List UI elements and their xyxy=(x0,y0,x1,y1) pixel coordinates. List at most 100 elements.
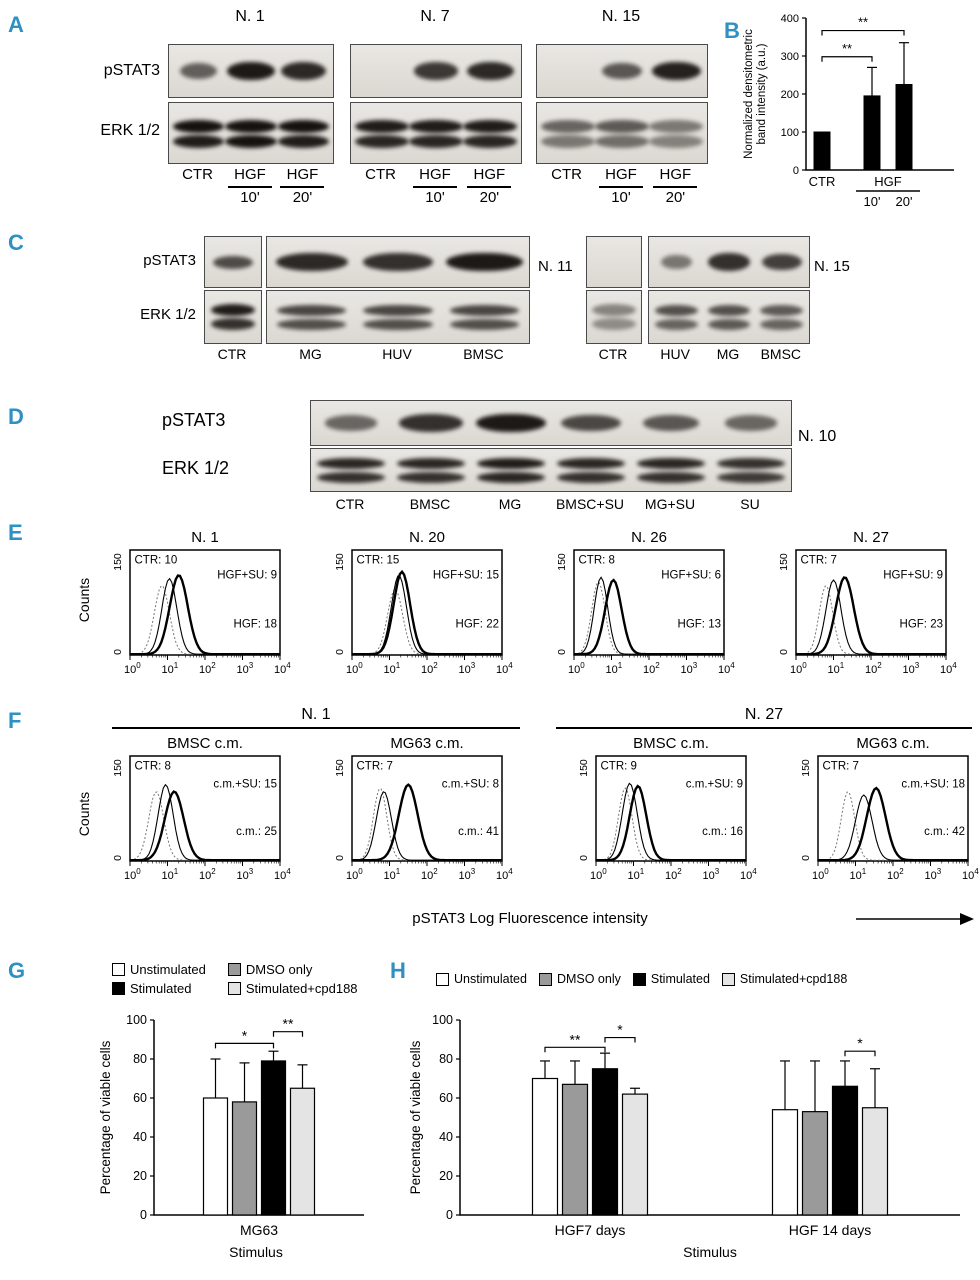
y-tick-label: 0 xyxy=(334,649,346,655)
x-tick-label: 104 xyxy=(718,661,735,676)
x-tick-label: 101 xyxy=(162,867,179,882)
x-tick-label: 100 xyxy=(346,867,363,882)
x-tick-label: 103 xyxy=(903,661,920,676)
legend-label: Stimulated+cpd188 xyxy=(739,972,848,986)
bar xyxy=(863,95,881,171)
blot-band xyxy=(449,318,520,330)
legend-item: DMSO only xyxy=(227,962,358,977)
blot-band xyxy=(354,119,409,133)
blot-band xyxy=(210,318,256,330)
y-tick-label: 100 xyxy=(126,1013,147,1027)
curve-HGF xyxy=(796,576,946,656)
x-tick-label: 20' xyxy=(896,194,913,209)
blot-band xyxy=(277,119,330,133)
plot-box xyxy=(129,755,281,862)
annotation: c.m.: 41 xyxy=(458,826,499,838)
blot-band xyxy=(595,134,649,148)
sig-bracket xyxy=(821,56,873,62)
legend-swatch xyxy=(227,982,241,995)
histogram-title: N. 20 xyxy=(409,529,445,546)
y-tick-label: 0 xyxy=(556,649,568,655)
category-label: HGF 14 days xyxy=(789,1222,871,1238)
panel-label-G: G xyxy=(8,958,26,983)
y-tick-label: 0 xyxy=(140,1208,147,1222)
legend-label: Stimulated+cpd188 xyxy=(245,981,358,996)
blot-band xyxy=(276,318,347,330)
blot-band xyxy=(557,471,625,483)
x-tick-label: 104 xyxy=(962,867,979,882)
x-tick-label: 104 xyxy=(940,661,957,676)
blot-band xyxy=(561,414,621,432)
blot-group-title: N. 1 xyxy=(235,8,265,25)
blot-band xyxy=(707,318,751,330)
x-tick-label: 102 xyxy=(643,661,660,676)
lane-label: BMSC xyxy=(409,496,451,512)
x-tick-label: 100 xyxy=(790,661,807,676)
lane-label: MG xyxy=(299,346,322,362)
blot-row-label: ERK 1/2 xyxy=(162,458,230,478)
legend-swatch xyxy=(112,963,125,976)
blot-band xyxy=(592,318,636,330)
blot-band xyxy=(540,134,595,148)
annotation: c.m.+SU: 8 xyxy=(442,779,499,791)
x-tick-label: 101 xyxy=(384,867,401,882)
chart-H: 0 20 40 60 80 100 Percentage of viable cells HG… xyxy=(408,1013,960,1260)
sig-label: ** xyxy=(842,41,852,56)
x-tick-label: 103 xyxy=(459,661,476,676)
x-tick-label: 101 xyxy=(628,867,645,882)
bar-Stimulated+cpd188 xyxy=(621,1093,649,1216)
panel-label-E: E xyxy=(8,520,23,545)
lane-label: HGF xyxy=(605,166,637,183)
legend-label: Stimulated xyxy=(130,981,192,996)
annotation: HGF: 23 xyxy=(900,619,943,631)
plot-box xyxy=(595,755,747,862)
lane-time-label: 20' xyxy=(665,189,686,206)
blot-band xyxy=(760,304,804,316)
blot-band xyxy=(409,119,463,133)
annotation: c.m.+SU: 9 xyxy=(686,779,743,791)
y-axis-label: Percentage of viable cells xyxy=(408,1040,423,1194)
x-group-label: HGF xyxy=(874,174,902,189)
panel-label-H: H xyxy=(390,958,406,983)
blot-band xyxy=(466,61,514,81)
blot-band xyxy=(592,304,636,316)
curve-c.m. xyxy=(818,786,968,862)
blot-band xyxy=(724,415,778,431)
annotation: CTR: 7 xyxy=(801,555,837,567)
y-tick-label: 150 xyxy=(334,759,346,777)
erk-blot xyxy=(310,448,792,492)
flow-group-underline xyxy=(112,727,520,729)
panel-label-B: B xyxy=(724,18,740,43)
blot-band xyxy=(409,134,463,148)
blot-band xyxy=(707,253,751,271)
annotation: CTR: 15 xyxy=(357,555,400,567)
x-axis-label: Stimulus xyxy=(683,1244,737,1260)
bar-Stimulated xyxy=(831,1085,859,1216)
y-tick-label: 80 xyxy=(133,1052,147,1066)
x-tick-label: 101 xyxy=(828,661,845,676)
pstat3-blot xyxy=(648,236,810,288)
bar-Unstimulated xyxy=(531,1077,559,1216)
blot-band xyxy=(660,254,692,270)
panel-label-C: C xyxy=(8,230,24,255)
blot-row-label: ERK 1/2 xyxy=(140,306,196,323)
y-tick-label: 0 xyxy=(800,855,812,861)
chart-B: 0 100 200 300 400 Normalized densitometric ban… xyxy=(743,13,954,209)
sig-label: ** xyxy=(858,15,868,30)
lane-label: BMSC xyxy=(760,346,802,362)
y-tick-label: 150 xyxy=(334,553,346,571)
annotation: CTR: 10 xyxy=(135,555,178,567)
histogram-title: N. 26 xyxy=(631,529,667,546)
sig-label: * xyxy=(617,1022,623,1038)
ctr-pstat3-blot xyxy=(204,236,262,288)
lane-underline xyxy=(653,186,698,188)
blot-band xyxy=(363,304,433,316)
blot-row-label: pSTAT3 xyxy=(143,252,196,269)
blot-side-label: N. 11 xyxy=(538,258,573,275)
legend-item: Stimulated xyxy=(112,981,206,996)
bar-Unstimulated xyxy=(202,1097,229,1216)
annotation: HGF+SU: 15 xyxy=(433,569,499,581)
plot-box xyxy=(351,755,503,862)
blot-band xyxy=(210,304,256,316)
